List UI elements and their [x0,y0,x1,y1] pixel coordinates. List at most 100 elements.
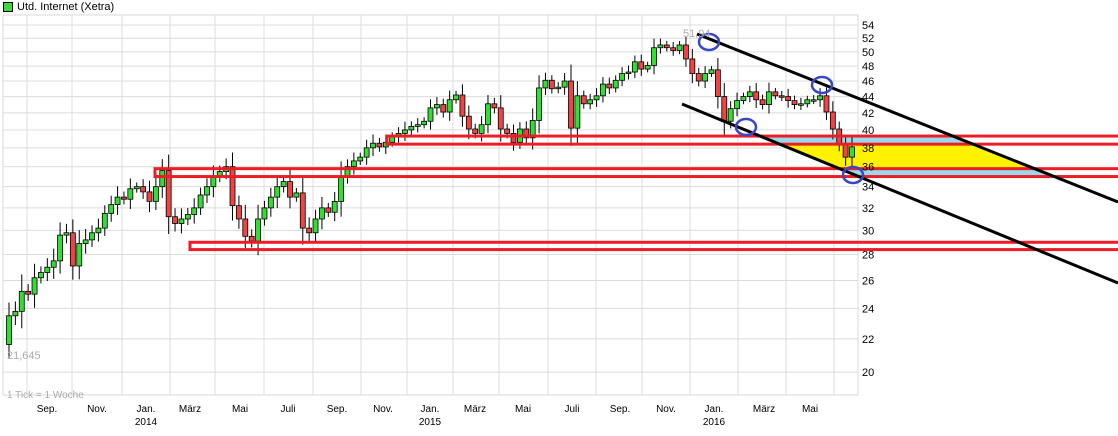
candle-body [734,100,740,110]
candle-body [593,95,600,101]
candle-body [676,44,683,51]
candle-body [389,136,396,143]
candle-body [561,80,568,88]
resistance-zone [153,167,1118,179]
candle-body [606,83,613,89]
candle-body [810,99,817,102]
trendlines [681,32,1118,285]
x-tick-label: Jan. [421,404,440,415]
candle-body [312,218,319,234]
candle-body [287,181,293,198]
candle-body [465,115,472,130]
x-tick-label: Nov. [656,404,676,415]
x-tick-label: Sep. [610,404,631,415]
candle-body [165,170,172,218]
candle-body [708,69,715,74]
x-tick-label: Mai [802,404,818,415]
candle-body [248,235,255,242]
candle-body [427,107,434,122]
candle-body [38,272,44,279]
candle-body [804,99,811,105]
candle-body [242,218,249,237]
candle-body [491,103,498,109]
candle-body [663,44,670,49]
y-tick-label: 22 [862,334,874,346]
candle-body [350,160,357,168]
x-year-label: 2015 [419,417,442,428]
candle-body [695,73,702,82]
x-tick-label: Jan. [137,404,156,415]
candle-body [338,176,344,202]
x-tick-label: Juli [564,404,579,415]
yellow-fill [780,144,1035,169]
candle-body [791,100,798,106]
candle-body [414,124,421,127]
y-tick-label: 36 [862,162,874,174]
candle-body [568,80,574,129]
lower-trendline [681,102,1118,285]
x-tick-label: März [179,404,201,415]
candle-body [746,91,753,97]
resistance-zone [385,134,1118,146]
candle-body [644,65,651,70]
candle-body [714,69,721,97]
candle-body [261,207,268,220]
candle-body [82,239,89,244]
candle-body [50,260,57,268]
candle-body [408,126,415,131]
candle-body [44,266,51,273]
candle-body [849,146,855,158]
candle-body [759,99,766,106]
candle-body [689,58,696,74]
candle-body [612,79,619,89]
x-axis: Sep. Nov. Jan. 2014 März Mai Juli Sep. Nov. Jan. 2… [37,404,818,428]
candle-body [204,186,210,196]
candle-body [191,207,198,215]
touch-point-circle [810,75,834,95]
candle-body [459,94,466,117]
y-tick-label: 24 [862,303,874,315]
candle-body [478,124,485,134]
candle-body [574,95,581,129]
upper-trendline [696,32,1118,204]
candle-body [331,200,338,213]
candle-body [548,79,555,90]
candle-body [778,95,785,98]
candle-body [798,103,804,106]
legend-swatch [3,2,13,12]
candle-body [299,192,306,229]
candle-body [683,44,689,60]
candle-body [108,204,115,214]
y-tick-label: 42 [862,108,874,120]
candle-body [619,73,625,81]
candle-body [152,186,159,202]
candle-body [101,212,108,229]
candle-body [580,95,587,105]
x-tick-label: Mai [232,404,248,415]
candle-body [63,232,70,236]
candle-body [121,196,127,200]
candle-body [184,214,191,220]
y-tick-label: 34 [862,182,874,194]
y-tick-label: 38 [862,143,874,155]
y-tick-label: 26 [862,275,874,287]
candle-body [638,61,645,70]
candle-body [133,186,140,190]
x-tick-label: Mai [515,404,531,415]
candle-body [172,216,178,224]
candle-body [823,95,830,113]
candle-body [18,290,25,312]
candle-body [402,129,408,134]
candle-body [140,186,147,193]
touch-point-circle [841,165,865,185]
candle-body [12,310,19,317]
candle-body [357,156,364,162]
candle-body [440,104,447,113]
candle-body [472,128,479,134]
candle-body [89,232,95,241]
y-tick-label: 20 [862,367,874,379]
candle-body [529,120,536,139]
candle-body [542,79,549,89]
candle-body [829,111,836,130]
candle-body [210,176,217,188]
